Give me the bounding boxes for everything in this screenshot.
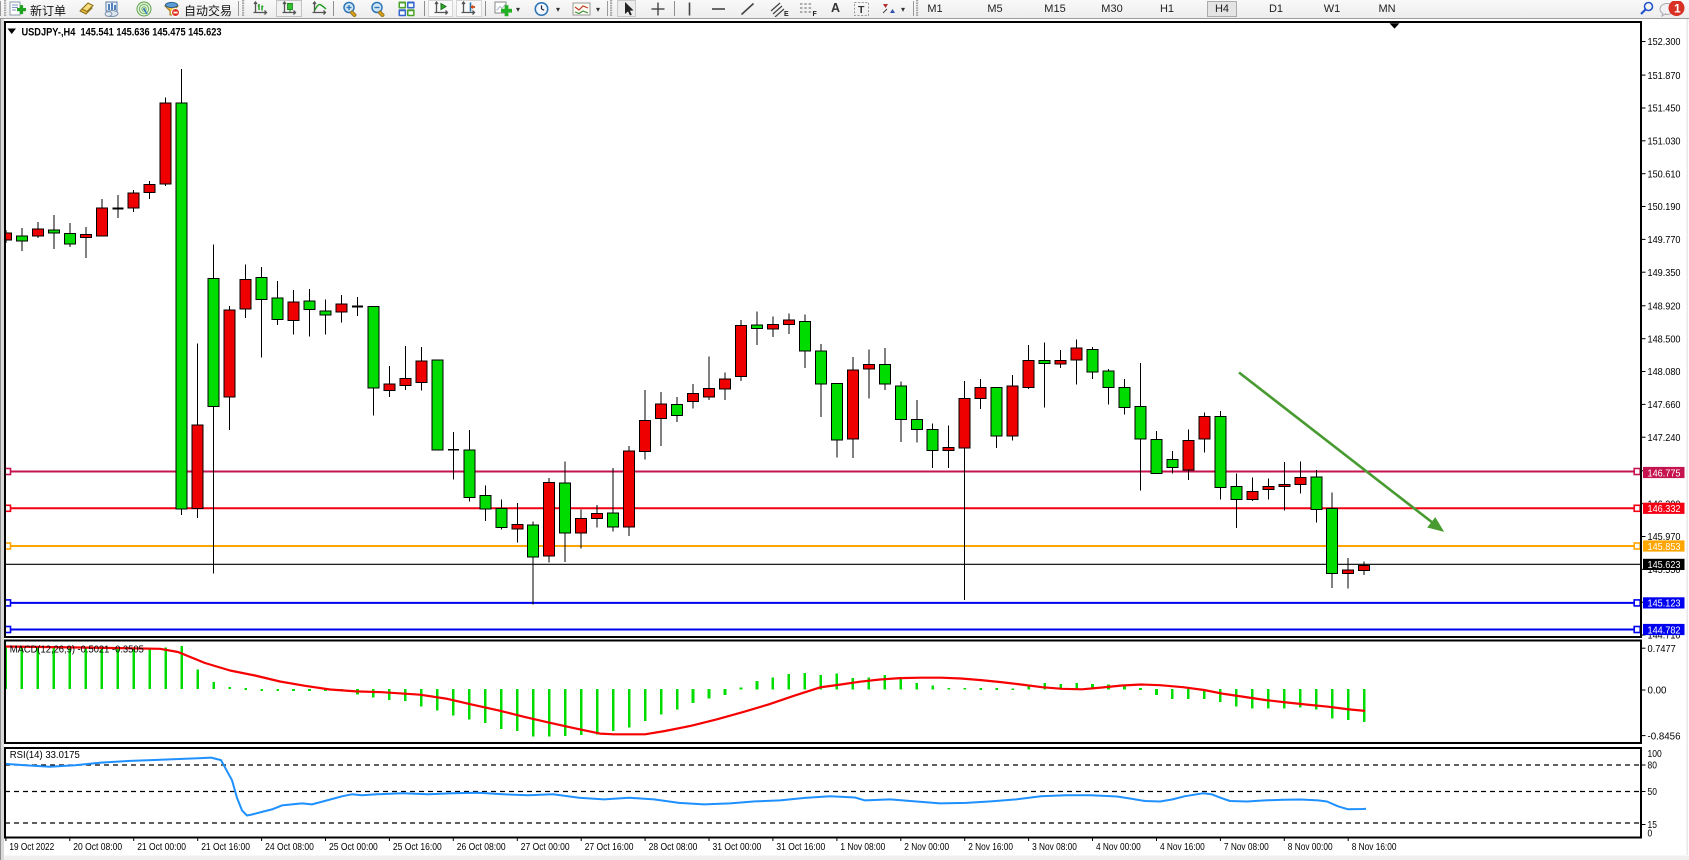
- svg-text:100: 100: [1648, 749, 1662, 760]
- svg-text:USDJPY-,H4 145.541 145.636 14: USDJPY-,H4 145.541 145.636 145.475 145.6…: [22, 26, 222, 38]
- svg-text:2 Nov 00:00: 2 Nov 00:00: [904, 842, 949, 853]
- svg-text:146.332: 146.332: [1648, 504, 1681, 515]
- svg-text:0.00: 0.00: [1648, 686, 1667, 697]
- svg-text:147.240: 147.240: [1648, 433, 1681, 444]
- svg-text:152.300: 152.300: [1648, 37, 1681, 48]
- svg-text:20 Oct 08:00: 20 Oct 08:00: [73, 842, 122, 853]
- svg-text:0.7477: 0.7477: [1648, 644, 1677, 655]
- svg-text:50: 50: [1648, 787, 1658, 798]
- svg-text:149.770: 149.770: [1648, 235, 1681, 246]
- svg-text:151.030: 151.030: [1648, 137, 1681, 148]
- svg-text:31 Oct 00:00: 31 Oct 00:00: [713, 842, 762, 853]
- svg-text:26 Oct 08:00: 26 Oct 08:00: [457, 842, 506, 853]
- svg-text:19 Oct 2022: 19 Oct 2022: [9, 842, 54, 853]
- svg-text:28 Oct 08:00: 28 Oct 08:00: [649, 842, 698, 853]
- svg-text:1 Nov 08:00: 1 Nov 08:00: [840, 842, 885, 853]
- svg-text:E: E: [784, 11, 789, 17]
- svg-text:25 Oct 00:00: 25 Oct 00:00: [329, 842, 378, 853]
- svg-text:148.920: 148.920: [1648, 302, 1681, 313]
- svg-text:150.610: 150.610: [1648, 169, 1681, 180]
- svg-text:0: 0: [1648, 829, 1653, 840]
- svg-text:-0.8456: -0.8456: [1648, 731, 1681, 742]
- svg-text:3 Nov 08:00: 3 Nov 08:00: [1032, 842, 1077, 853]
- svg-text:T: T: [858, 4, 865, 16]
- svg-text:8 Nov 00:00: 8 Nov 00:00: [1288, 842, 1333, 853]
- svg-text:149.350: 149.350: [1648, 268, 1681, 279]
- svg-text:148.500: 148.500: [1648, 334, 1681, 345]
- svg-text:F: F: [813, 11, 818, 17]
- svg-text:21 Oct 16:00: 21 Oct 16:00: [201, 842, 250, 853]
- svg-text:80: 80: [1648, 761, 1658, 772]
- svg-text:144.782: 144.782: [1648, 625, 1681, 636]
- svg-text:RSI(14) 33.0175: RSI(14) 33.0175: [10, 750, 81, 761]
- svg-text:145.623: 145.623: [1648, 560, 1681, 571]
- svg-text:4 Nov 16:00: 4 Nov 16:00: [1160, 842, 1205, 853]
- svg-text:27 Oct 00:00: 27 Oct 00:00: [521, 842, 570, 853]
- svg-text:4 Nov 00:00: 4 Nov 00:00: [1096, 842, 1141, 853]
- svg-text:7 Nov 08:00: 7 Nov 08:00: [1224, 842, 1269, 853]
- svg-text:151.870: 151.870: [1648, 71, 1681, 82]
- svg-text:145.853: 145.853: [1648, 542, 1681, 553]
- svg-text:145.550: 145.550: [1648, 565, 1681, 576]
- svg-text:145.123: 145.123: [1648, 599, 1681, 610]
- svg-text:147.660: 147.660: [1648, 400, 1681, 411]
- svg-text:27 Oct 16:00: 27 Oct 16:00: [585, 842, 634, 853]
- svg-text:24 Oct 08:00: 24 Oct 08:00: [265, 842, 314, 853]
- svg-text:1: 1: [1674, 2, 1681, 16]
- svg-text:8 Nov 16:00: 8 Nov 16:00: [1352, 842, 1397, 853]
- svg-text:MACD(12,26,9) -0.5021 -0.3505: MACD(12,26,9) -0.5021 -0.3505: [10, 644, 145, 655]
- svg-text:148.080: 148.080: [1648, 367, 1681, 378]
- svg-text:145.970: 145.970: [1648, 532, 1681, 543]
- svg-text:146.775: 146.775: [1648, 468, 1681, 479]
- svg-text:150.190: 150.190: [1648, 202, 1681, 213]
- svg-text:21 Oct 00:00: 21 Oct 00:00: [137, 842, 186, 853]
- svg-text:144.710: 144.710: [1648, 631, 1681, 642]
- svg-text:25 Oct 16:00: 25 Oct 16:00: [393, 842, 442, 853]
- svg-text:2 Nov 16:00: 2 Nov 16:00: [968, 842, 1013, 853]
- svg-text:15: 15: [1648, 820, 1658, 831]
- svg-text:31 Oct 16:00: 31 Oct 16:00: [776, 842, 825, 853]
- svg-text:151.450: 151.450: [1648, 104, 1681, 115]
